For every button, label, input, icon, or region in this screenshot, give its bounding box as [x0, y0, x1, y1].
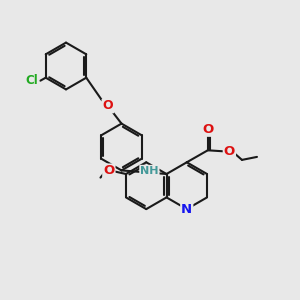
Text: O: O [224, 145, 235, 158]
Text: NH: NH [140, 166, 159, 176]
Text: O: O [202, 123, 213, 136]
Text: O: O [103, 164, 115, 178]
Text: N: N [181, 203, 192, 216]
Text: Cl: Cl [26, 74, 38, 87]
Text: O: O [103, 99, 113, 112]
